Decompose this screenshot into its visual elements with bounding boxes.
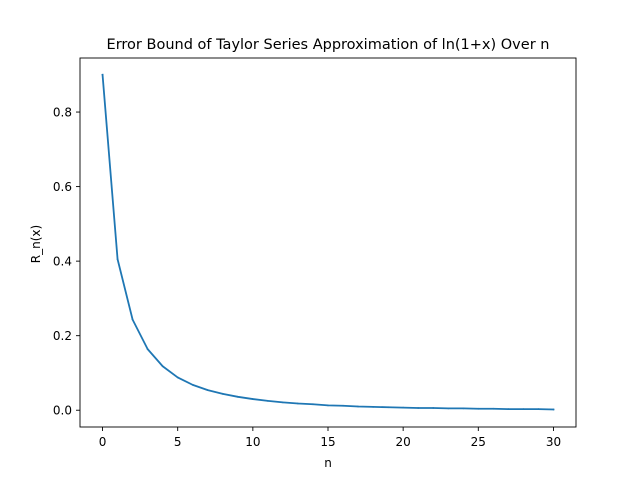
data-point (101, 73, 104, 76)
x-tick-label: 10 (245, 435, 260, 449)
data-point (447, 407, 450, 410)
x-tick-label: 5 (174, 435, 182, 449)
plot-frame (79, 57, 577, 428)
data-point (477, 407, 480, 410)
x-tick-label: 15 (320, 435, 335, 449)
data-point (221, 392, 224, 395)
data-point (432, 407, 435, 409)
data-point (191, 383, 194, 386)
y-axis-label: R_n(x) (29, 225, 43, 263)
data-point (236, 395, 239, 398)
y-tick-label: 0.4 (53, 255, 72, 269)
data-point (327, 404, 329, 407)
x-tick-label: 30 (546, 435, 561, 449)
data-point (297, 402, 299, 405)
x-tick-label: 0 (99, 435, 107, 449)
y-tick-label: 0.0 (53, 404, 72, 418)
data-point (206, 389, 209, 391)
data-point (372, 405, 374, 408)
data-point (146, 348, 149, 350)
data-point (507, 408, 510, 411)
data-point (266, 400, 269, 402)
data-point (357, 405, 359, 408)
data-point (131, 318, 134, 321)
data-point (462, 407, 465, 410)
data-point (522, 408, 525, 411)
data-point (282, 401, 284, 404)
data-point (492, 407, 495, 410)
x-tick-label: 20 (396, 435, 411, 449)
data-point (251, 398, 254, 400)
data-point (417, 407, 420, 409)
x-tick-label: 25 (471, 435, 486, 449)
data-point (312, 403, 314, 406)
y-tick-label: 0.8 (53, 106, 72, 120)
y-tick-label: 0.6 (53, 180, 72, 194)
data-point (116, 258, 119, 261)
chart-title: Error Bound of Taylor Series Approximati… (107, 37, 550, 53)
ticks-layer: 0 5 10 15 20 25 30 0.0 0.2 0.4 0.6 0.8 (53, 106, 561, 449)
data-point (387, 406, 390, 409)
data-point (402, 406, 405, 409)
data-point (552, 408, 555, 411)
data-point (161, 365, 164, 368)
data-point (176, 376, 179, 379)
data-point (537, 408, 540, 411)
y-tick-label: 0.2 (53, 329, 72, 343)
x-axis-label: n (324, 456, 332, 470)
data-point (342, 404, 344, 407)
series-layer (101, 73, 555, 411)
